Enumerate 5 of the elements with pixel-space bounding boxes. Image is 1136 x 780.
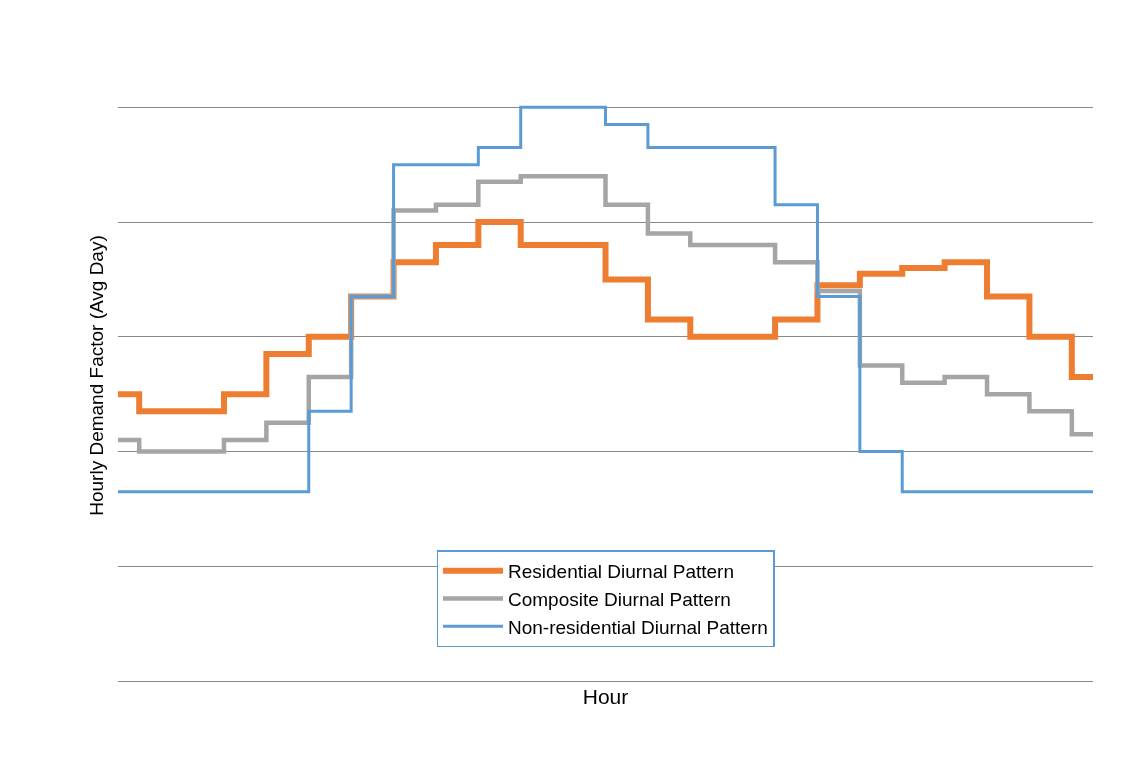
legend-label: Composite Diurnal Pattern	[508, 588, 731, 610]
x-axis-title: Hour	[582, 685, 629, 709]
legend-label: Residential Diurnal Pattern	[508, 561, 735, 583]
legend-label: Non-residential Diurnal Pattern	[508, 616, 768, 638]
y-axis-title: Hourly Demand Factor (Avg Day)	[85, 235, 107, 516]
